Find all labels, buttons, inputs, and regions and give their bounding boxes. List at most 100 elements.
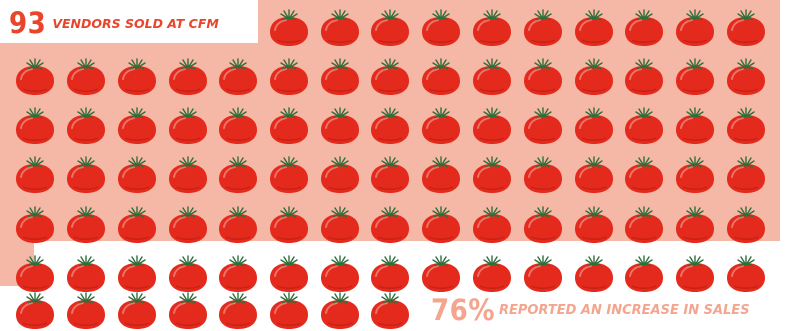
tomato-icon xyxy=(572,106,616,146)
tomato-icon xyxy=(470,106,514,146)
tomato-icon xyxy=(724,106,768,146)
tomato-icon xyxy=(267,106,311,146)
tomato-icon xyxy=(267,57,311,97)
tomato-icon xyxy=(216,155,260,195)
tomato-icon xyxy=(419,205,463,245)
tomato-icon xyxy=(572,155,616,195)
tomato-icon xyxy=(216,291,260,331)
tomato-icon xyxy=(64,57,108,97)
tomato-icon xyxy=(622,155,666,195)
tomato-icon xyxy=(622,57,666,97)
tomato-icon xyxy=(622,254,666,294)
tomato-icon xyxy=(368,205,412,245)
tomato-icon xyxy=(13,155,57,195)
tomato-icon xyxy=(622,8,666,48)
tomato-icon xyxy=(166,57,210,97)
tomato-icon xyxy=(521,205,565,245)
tomato-icon xyxy=(673,57,717,97)
tomato-icon xyxy=(166,291,210,331)
tomato-icon xyxy=(267,291,311,331)
tomato-icon xyxy=(115,155,159,195)
tomato-icon xyxy=(115,57,159,97)
tomato-icon xyxy=(470,155,514,195)
tomato-icon xyxy=(166,106,210,146)
headline-label-box: 93 VENDORS SOLD AT CFM xyxy=(0,0,258,43)
tomato-icon xyxy=(419,57,463,97)
tomato-icon xyxy=(470,8,514,48)
tomato-icon xyxy=(318,8,362,48)
tomato-icon xyxy=(368,291,412,331)
tomato-icon xyxy=(572,57,616,97)
tomato-icon xyxy=(521,106,565,146)
tomato-icon xyxy=(470,57,514,97)
tomato-icon xyxy=(318,106,362,146)
tomato-icon xyxy=(622,106,666,146)
tomato-icon xyxy=(64,291,108,331)
tomato-icon xyxy=(216,57,260,97)
tomato-icon xyxy=(724,254,768,294)
tomato-icon xyxy=(419,254,463,294)
tomato-icon xyxy=(572,205,616,245)
tomato-icon xyxy=(673,155,717,195)
tomato-icon xyxy=(216,254,260,294)
tomato-icon xyxy=(673,205,717,245)
tomato-icon xyxy=(13,205,57,245)
tomato-icon xyxy=(368,8,412,48)
tomato-icon xyxy=(64,155,108,195)
tomato-icon xyxy=(13,57,57,97)
tomato-icon xyxy=(521,254,565,294)
vendor-count: 93 xyxy=(9,6,47,40)
tomato-icon xyxy=(419,106,463,146)
headline: 93 VENDORS SOLD AT CFM xyxy=(9,6,219,40)
sales-increase-caption: REPORTED AN INCREASE IN SALES xyxy=(498,302,750,318)
tomato-icon xyxy=(572,254,616,294)
tomato-icon xyxy=(64,106,108,146)
tomato-icon xyxy=(318,57,362,97)
tomato-icon xyxy=(267,254,311,294)
tomato-icon xyxy=(572,8,616,48)
tomato-icon xyxy=(622,205,666,245)
tomato-icon xyxy=(115,205,159,245)
tomato-icon xyxy=(419,8,463,48)
sales-increase-percent: 76% xyxy=(431,293,495,327)
tomato-icon xyxy=(64,254,108,294)
tomato-icon xyxy=(521,57,565,97)
tomato-icon xyxy=(673,8,717,48)
tomato-icon xyxy=(318,155,362,195)
tomato-icon xyxy=(419,155,463,195)
tomato-icon xyxy=(115,106,159,146)
tomato-icon xyxy=(673,254,717,294)
tomato-icon xyxy=(115,254,159,294)
tomato-icon xyxy=(318,291,362,331)
tomato-icon xyxy=(13,254,57,294)
tomato-icon xyxy=(13,291,57,331)
tomato-icon xyxy=(318,254,362,294)
tomato-icon xyxy=(166,254,210,294)
tomato-icon xyxy=(64,205,108,245)
tomato-icon xyxy=(470,205,514,245)
tomato-icon xyxy=(368,106,412,146)
tomato-icon xyxy=(368,57,412,97)
tomato-icon xyxy=(216,106,260,146)
vendor-caption: VENDORS SOLD AT CFM xyxy=(52,15,219,31)
tomato-icon xyxy=(368,254,412,294)
tomato-icon xyxy=(166,155,210,195)
tomato-icon xyxy=(724,8,768,48)
tomato-icon xyxy=(521,155,565,195)
tomato-icon xyxy=(521,8,565,48)
tomato-icon xyxy=(267,155,311,195)
sales-increase-stat: 76% REPORTED AN INCREASE IN SALES xyxy=(431,293,750,327)
tomato-icon xyxy=(267,8,311,48)
tomato-icon xyxy=(673,106,717,146)
tomato-icon xyxy=(724,57,768,97)
tomato-icon xyxy=(115,291,159,331)
tomato-icon xyxy=(166,205,210,245)
tomato-icon xyxy=(13,106,57,146)
tomato-icon xyxy=(724,205,768,245)
tomato-icon xyxy=(470,254,514,294)
tomato-icon xyxy=(724,155,768,195)
tomato-icon xyxy=(216,205,260,245)
tomato-icon xyxy=(318,205,362,245)
tomato-icon xyxy=(368,155,412,195)
